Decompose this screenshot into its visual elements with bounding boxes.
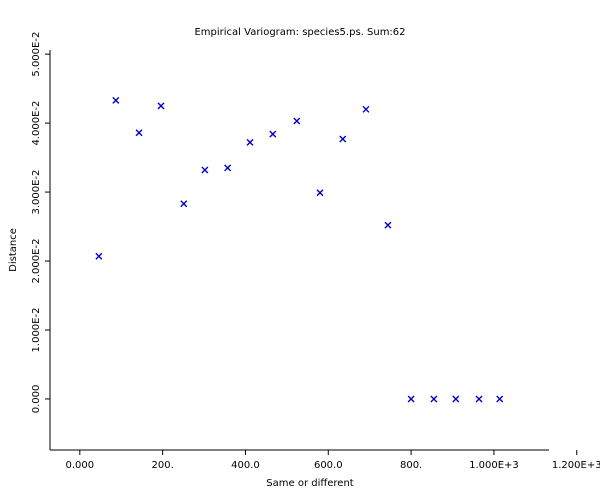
- point: [157, 102, 165, 110]
- x-tick-label: 1.200E+3: [552, 460, 600, 471]
- point: [112, 96, 120, 104]
- point: [135, 129, 143, 137]
- x-tick-label: 800.: [400, 460, 422, 471]
- point: [224, 164, 232, 172]
- point: [180, 200, 188, 208]
- point: [362, 105, 370, 113]
- x-tick-label: 1.000E+3: [469, 460, 519, 471]
- y-axis-label: Distance: [8, 228, 19, 272]
- point: [496, 395, 504, 403]
- point: [339, 135, 347, 143]
- y-tick-label: 3.000E-2: [31, 170, 42, 215]
- point: [452, 395, 460, 403]
- x-tick-label: 0.000: [65, 460, 94, 471]
- point: [246, 138, 254, 146]
- point: [384, 221, 392, 229]
- y-tick-label: 0.000: [31, 385, 42, 414]
- point: [316, 189, 324, 197]
- x-tick-label: 600.0: [314, 460, 343, 471]
- point: [407, 395, 415, 403]
- y-tick-label: 4.000E-2: [31, 101, 42, 146]
- point: [95, 252, 103, 260]
- point: [475, 395, 483, 403]
- point: [201, 166, 209, 174]
- chart-title: Empirical Variogram: species5.ps. Sum:62: [194, 27, 405, 38]
- point: [430, 395, 438, 403]
- y-tick-label: 2.000E-2: [31, 239, 42, 284]
- y-tick-label: 1.000E-2: [31, 308, 42, 353]
- x-tick-label: 400.0: [231, 460, 260, 471]
- point: [293, 117, 301, 125]
- x-axis-label: Same or different: [266, 478, 354, 489]
- y-tick-label: 5.000E-2: [31, 32, 42, 77]
- x-tick-label: 200.: [152, 460, 174, 471]
- point: [269, 130, 277, 138]
